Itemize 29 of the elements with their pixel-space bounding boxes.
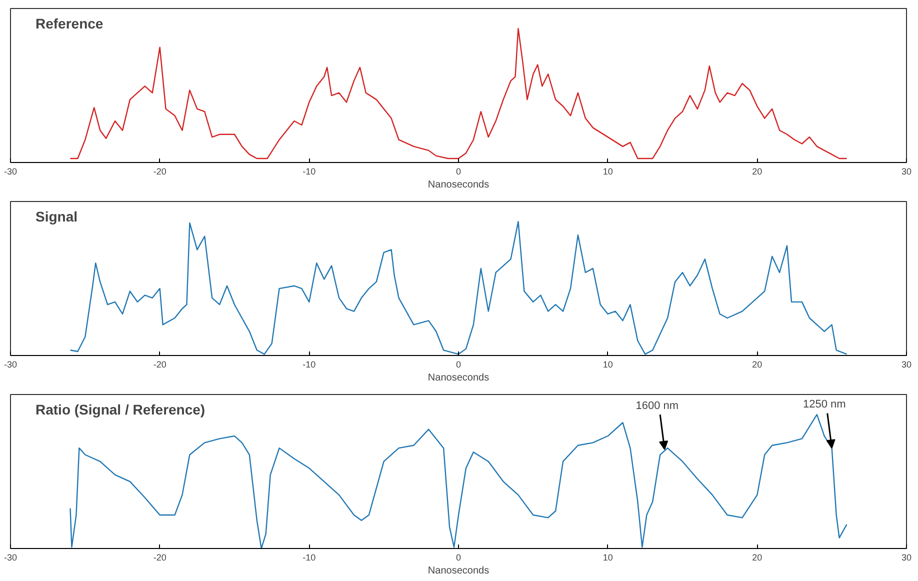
annotation: 1250 nm [802, 398, 846, 411]
x-tick-label: -20 [153, 166, 166, 176]
x-tick-label: 0 [456, 166, 462, 176]
annotation: 1600 nm [636, 400, 679, 412]
x-tick-label: -20 [153, 360, 166, 370]
x-tick-label: 0 [456, 552, 462, 562]
x-tick-label: 20 [752, 360, 762, 370]
x-axis-title: Nanoseconds [428, 180, 490, 190]
x-tick-label: 10 [602, 360, 613, 370]
chart-title: Reference [36, 16, 104, 32]
x-tick-label: -30 [4, 552, 18, 562]
x-tick-label: -10 [302, 360, 316, 370]
x-tick-label: 10 [602, 552, 613, 562]
chart-title: Ratio (Signal / Reference) [36, 402, 206, 418]
x-tick-label: 20 [752, 166, 762, 176]
x-tick-label: -30 [4, 360, 18, 370]
x-tick-label: -30 [4, 166, 18, 176]
x-tick-label: 30 [901, 552, 912, 562]
x-axis-title: Nanoseconds [428, 372, 490, 384]
chart-title: Signal [36, 208, 78, 224]
x-tick-label: 30 [901, 166, 912, 176]
x-tick-label: 0 [456, 360, 462, 370]
x-axis-title: Nanoseconds [428, 566, 490, 576]
x-tick-label: 20 [752, 552, 762, 562]
x-tick-label: -10 [302, 166, 316, 176]
x-tick-label: -20 [153, 552, 166, 562]
x-tick-label: 30 [901, 360, 912, 370]
x-tick-label: -10 [302, 552, 316, 562]
x-tick-label: 10 [602, 166, 613, 176]
